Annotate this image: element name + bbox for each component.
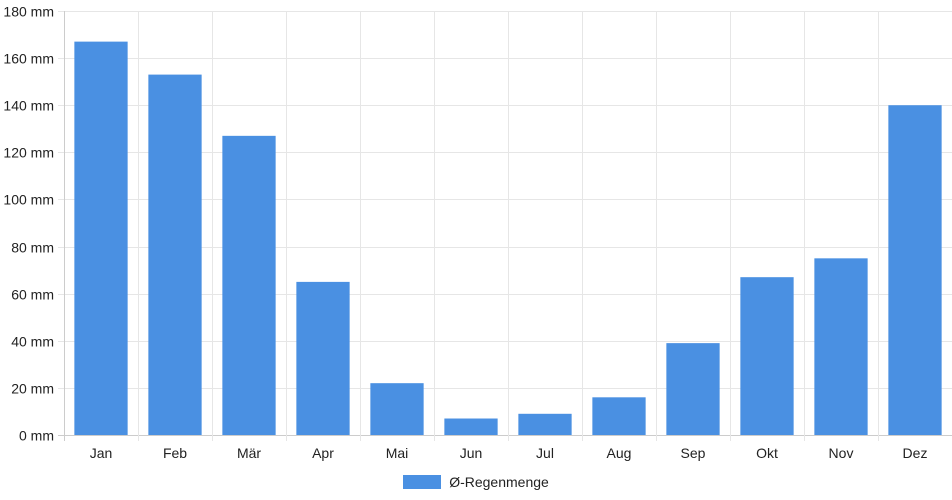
- x-tick-label: Sep: [681, 445, 706, 461]
- gridlines: [58, 11, 952, 441]
- x-tick-label: Jun: [460, 445, 483, 461]
- x-tick-label: Feb: [163, 445, 187, 461]
- bar-nov: [814, 258, 868, 435]
- x-tick-label: Jul: [536, 445, 554, 461]
- bar-sep: [666, 343, 720, 435]
- bar-jul: [518, 413, 572, 435]
- bar-mär: [222, 135, 276, 435]
- y-tick-labels: 0 mm 20 mm 40 mm 60 mm 80 mm 100 mm 120 mm 140 …: [3, 4, 54, 444]
- x-tick-label: Mär: [237, 445, 261, 461]
- y-tick-label: 20 mm: [11, 381, 54, 397]
- y-tick-label: 160 mm: [3, 51, 54, 67]
- y-tick-label: 140 mm: [3, 98, 54, 114]
- x-tick-label: Okt: [756, 445, 778, 461]
- y-tick-label: 60 mm: [11, 287, 54, 303]
- bars: [74, 41, 942, 435]
- y-tick-label: 0 mm: [19, 428, 54, 444]
- y-tick-label: 40 mm: [11, 334, 54, 350]
- x-tick-label: Mai: [386, 445, 409, 461]
- legend[interactable]: Ø-Regenmenge: [0, 471, 952, 493]
- bar-okt: [740, 277, 794, 435]
- bar-dez: [888, 105, 942, 435]
- bar-feb: [148, 74, 202, 435]
- bar-apr: [296, 281, 350, 435]
- y-tick-label: 80 mm: [11, 240, 54, 256]
- y-tick-label: 120 mm: [3, 145, 54, 161]
- x-tick-label: Jan: [90, 445, 113, 461]
- bar-jun: [444, 418, 498, 435]
- y-tick-label: 180 mm: [3, 4, 54, 20]
- x-tick-label: Dez: [903, 445, 928, 461]
- bar-jan: [74, 41, 128, 435]
- x-tick-label: Nov: [829, 445, 854, 461]
- legend-swatch[interactable]: [403, 475, 442, 489]
- x-tick-label: Apr: [312, 445, 334, 461]
- chart-canvas: 0 mm 20 mm 40 mm 60 mm 80 mm 100 mm 120 mm 140 …: [3, 4, 952, 461]
- y-tick-label: 100 mm: [3, 192, 54, 208]
- x-tick-label: Aug: [607, 445, 632, 461]
- legend-label[interactable]: Ø-Regenmenge: [449, 474, 549, 490]
- bar-mai: [370, 383, 424, 435]
- x-tick-labels: Jan Feb Mär Apr Mai Jun Jul Aug Sep Okt Nov Dez: [90, 445, 928, 461]
- bar-aug: [592, 397, 646, 435]
